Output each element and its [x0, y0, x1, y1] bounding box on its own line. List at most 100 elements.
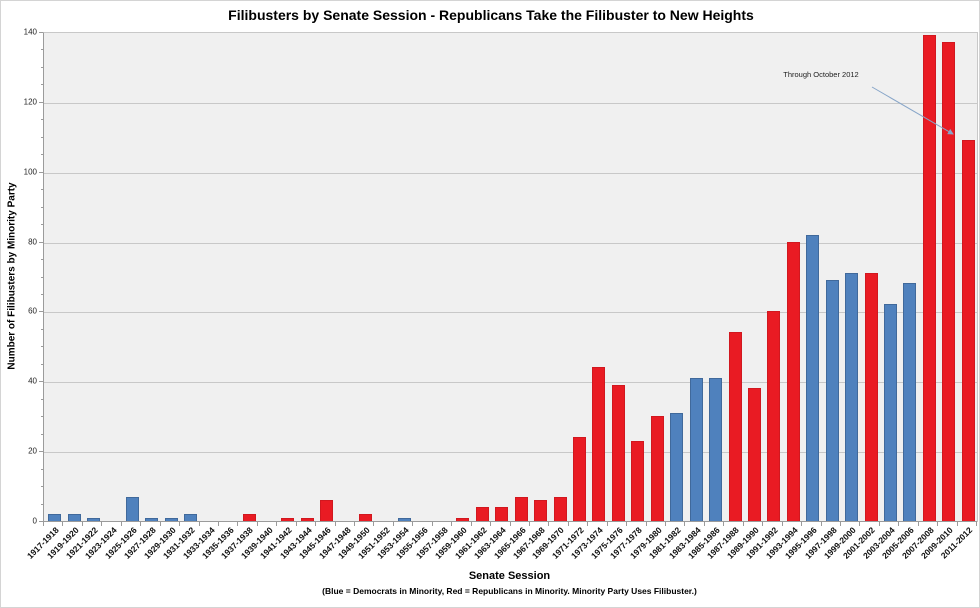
y-tick-label-120: 120 — [23, 97, 37, 107]
bar-1929-1930 — [164, 518, 178, 522]
y-minor-tick-95 — [41, 189, 43, 191]
x-tick — [101, 521, 103, 526]
bar-1993-1994 — [786, 242, 800, 522]
bar-1983-1984 — [689, 378, 703, 522]
bar-1961-1962 — [475, 507, 489, 522]
x-tick — [256, 521, 258, 526]
x-tick — [606, 521, 608, 526]
bar-1931-1932 — [184, 514, 198, 522]
x-tick — [548, 521, 550, 526]
y-minor-tick-125 — [41, 84, 43, 86]
bar-1949-1950 — [359, 514, 373, 522]
x-tick — [801, 521, 803, 526]
x-tick — [451, 521, 453, 526]
x-tick — [198, 521, 200, 526]
bar-1967-1968 — [534, 500, 548, 522]
x-tick — [159, 521, 161, 526]
y-major-tick-100 — [39, 171, 43, 173]
y-tick-label-140: 140 — [23, 27, 37, 37]
bar-2001-2002 — [864, 273, 878, 522]
annotation-label: Through October 2012 — [783, 70, 859, 79]
x-tick — [412, 521, 414, 526]
x-tick — [762, 521, 764, 526]
bar-1975-1976 — [611, 385, 625, 522]
y-minor-tick-115 — [41, 119, 43, 121]
gridline-40 — [44, 382, 977, 384]
x-tick — [373, 521, 375, 526]
y-minor-tick-70 — [41, 276, 43, 278]
x-tick — [956, 521, 958, 526]
x-tick — [742, 521, 744, 526]
x-tick — [684, 521, 686, 526]
y-minor-tick-25 — [41, 433, 43, 435]
bar-1971-1972 — [573, 437, 587, 522]
x-tick — [315, 521, 317, 526]
x-tick — [528, 521, 530, 526]
y-axis-title: Number of Filibusters by Minority Party — [6, 182, 18, 370]
plot-area — [43, 32, 978, 522]
x-tick — [179, 521, 181, 526]
x-tick — [334, 521, 336, 526]
gridline-80 — [44, 242, 977, 244]
x-tick — [898, 521, 900, 526]
bar-1999-2000 — [845, 273, 859, 522]
x-tick — [276, 521, 278, 526]
y-major-tick-60 — [39, 311, 43, 313]
bar-1943-1944 — [300, 518, 314, 522]
x-tick — [626, 521, 628, 526]
bar-2007-2008 — [922, 35, 936, 522]
bar-2011-2012 — [961, 140, 975, 522]
y-minor-tick-65 — [41, 293, 43, 295]
x-tick — [567, 521, 569, 526]
bar-1941-1942 — [281, 518, 295, 522]
bar-2009-2010 — [942, 42, 956, 522]
x-tick — [509, 521, 511, 526]
chart-title: Filibusters by Senate Session - Republic… — [228, 7, 754, 23]
y-major-tick-80 — [39, 241, 43, 243]
x-tick — [665, 521, 666, 526]
bar-1981-1982 — [670, 413, 684, 522]
y-minor-tick-55 — [41, 328, 43, 330]
bar-1989-1990 — [747, 388, 761, 522]
x-tick — [120, 521, 122, 526]
bar-1991-1992 — [767, 311, 781, 522]
bar-1919-1920 — [67, 514, 81, 522]
x-axis-legend-note: (Blue = Democrats in Minority, Red = Rep… — [322, 586, 697, 596]
y-minor-tick-35 — [41, 398, 43, 400]
y-minor-tick-90 — [41, 206, 43, 208]
x-tick — [431, 521, 433, 526]
x-tick — [917, 521, 919, 526]
x-tick — [703, 521, 705, 526]
x-tick — [490, 521, 492, 526]
x-tick — [976, 521, 977, 526]
bar-1985-1986 — [709, 378, 723, 522]
bar-1917-1918 — [48, 514, 62, 522]
y-major-tick-120 — [39, 101, 43, 103]
bar-1973-1974 — [592, 367, 606, 522]
gridline-100 — [44, 172, 977, 174]
gridline-20 — [44, 452, 977, 454]
y-minor-tick-110 — [41, 136, 43, 138]
x-tick — [781, 521, 783, 526]
y-major-tick-140 — [39, 32, 43, 33]
y-minor-tick-10 — [41, 486, 43, 488]
bar-1997-1998 — [825, 280, 839, 522]
x-tick — [878, 521, 880, 526]
x-tick — [587, 521, 589, 526]
x-tick — [62, 521, 64, 526]
y-major-tick-0 — [39, 521, 43, 522]
bar-1965-1966 — [514, 497, 528, 522]
x-tick — [645, 521, 647, 526]
bar-1953-1954 — [398, 518, 412, 522]
y-minor-tick-105 — [41, 154, 43, 156]
y-tick-label-60: 60 — [28, 306, 37, 316]
x-tick — [392, 521, 394, 526]
y-minor-tick-75 — [41, 259, 43, 261]
bar-1925-1926 — [125, 497, 139, 522]
y-tick-label-0: 0 — [32, 516, 37, 526]
x-tick — [354, 521, 355, 526]
y-minor-tick-50 — [41, 346, 43, 348]
x-tick — [217, 521, 219, 526]
gridline-60 — [44, 312, 977, 314]
y-major-tick-20 — [39, 451, 43, 453]
